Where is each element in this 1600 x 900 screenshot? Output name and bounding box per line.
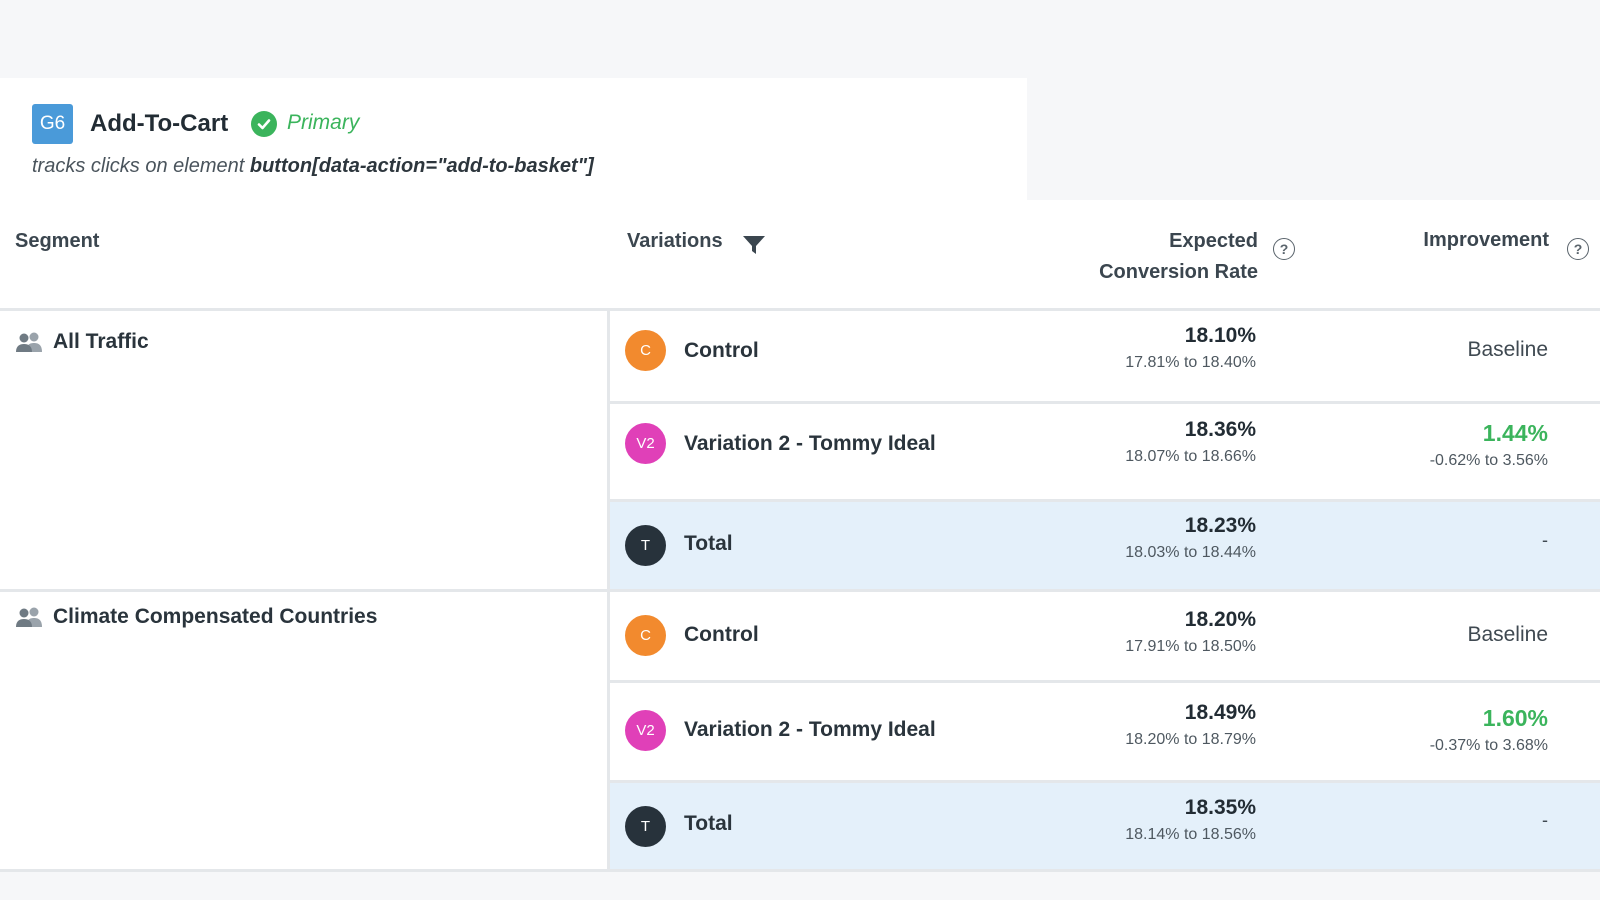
improvement-cell: - xyxy=(1542,810,1548,831)
control-badge: C xyxy=(625,615,666,656)
header-improvement[interactable]: Improvement xyxy=(1423,229,1549,251)
goal-id-badge: G6 xyxy=(32,104,73,144)
goal-description-prefix: tracks clicks on element xyxy=(32,155,250,177)
conversion-rate-range: 18.03% to 18.44% xyxy=(1125,544,1256,561)
conversion-rate-cell: 18.35% 18.14% to 18.56% xyxy=(1125,796,1256,844)
improvement-cell: - xyxy=(1542,530,1548,551)
segment-name: All Traffic xyxy=(53,330,149,353)
conversion-rate-range: 17.81% to 18.40% xyxy=(1125,354,1256,371)
improvement-empty: - xyxy=(1542,810,1548,830)
variation-badge: V2 xyxy=(625,710,666,751)
variation-name: Control xyxy=(684,623,759,646)
improvement-empty: - xyxy=(1542,530,1548,550)
improvement-baseline: Baseline xyxy=(1467,623,1548,646)
variation-name: Total xyxy=(684,532,733,555)
total-row-highlight xyxy=(610,502,1600,589)
row-divider xyxy=(610,499,1600,502)
conversion-rate: 18.23% xyxy=(1184,514,1256,537)
segment-all-traffic: All Traffic xyxy=(15,330,149,354)
conversion-rate: 18.35% xyxy=(1184,796,1256,819)
header-divider xyxy=(0,308,1600,311)
conversion-rate: 18.36% xyxy=(1184,418,1256,441)
goal-title: Add-To-Cart xyxy=(90,110,229,137)
conversion-rate-range: 17.91% to 18.50% xyxy=(1125,638,1256,655)
conversion-rate: 18.10% xyxy=(1184,324,1256,347)
segment-name: Climate Compensated Countries xyxy=(53,605,378,628)
row-divider xyxy=(610,680,1600,683)
conversion-rate-cell: 18.10% 17.81% to 18.40% xyxy=(1125,324,1256,372)
row-divider xyxy=(610,780,1600,783)
header-rate-line2: Conversion Rate xyxy=(1099,261,1258,283)
filter-icon[interactable] xyxy=(742,235,766,260)
improvement-range: -0.62% to 3.56% xyxy=(1429,452,1548,469)
goal-card: G6 Add-To-Cart Primary tracks clicks on … xyxy=(0,78,1027,200)
goal-selector: button[data-action="add-to-basket"] xyxy=(249,155,594,177)
improvement-value: 1.60% xyxy=(1482,705,1548,731)
header-rate-line1: Expected xyxy=(1169,230,1258,252)
primary-status: Primary xyxy=(287,111,360,134)
conversion-rate-cell: 18.49% 18.20% to 18.79% xyxy=(1125,701,1256,749)
header-expected-conversion-rate[interactable]: Expected Conversion Rate xyxy=(1099,226,1258,288)
improvement-cell: Baseline xyxy=(1467,623,1548,647)
variation-name: Control xyxy=(684,339,759,362)
check-circle-icon xyxy=(251,111,277,137)
conversion-rate-range: 18.14% to 18.56% xyxy=(1125,826,1256,843)
help-icon[interactable]: ? xyxy=(1273,238,1295,260)
conversion-rate: 18.20% xyxy=(1184,608,1256,631)
total-badge: T xyxy=(625,525,666,566)
column-divider xyxy=(607,311,610,869)
variation-badge: V2 xyxy=(625,423,666,464)
improvement-cell: Baseline xyxy=(1467,338,1548,362)
results-table: Segment Variations Expected Conversion R… xyxy=(0,200,1600,872)
improvement-baseline: Baseline xyxy=(1467,338,1548,361)
conversion-rate-cell: 18.36% 18.07% to 18.66% xyxy=(1125,418,1256,466)
users-icon xyxy=(16,332,42,352)
help-icon[interactable]: ? xyxy=(1567,238,1589,260)
header-variations[interactable]: Variations xyxy=(627,230,723,252)
improvement-value: 1.44% xyxy=(1482,420,1548,446)
total-badge: T xyxy=(625,806,666,847)
variation-name: Variation 2 - Tommy Ideal xyxy=(684,718,936,741)
header-segment[interactable]: Segment xyxy=(15,230,100,252)
variation-name: Total xyxy=(684,812,733,835)
goal-description: tracks clicks on element button[data-act… xyxy=(32,155,594,178)
users-icon xyxy=(16,607,42,627)
segment-divider xyxy=(0,589,1600,592)
segment-climate-compensated-countries: Climate Compensated Countries xyxy=(15,605,377,629)
conversion-rate: 18.49% xyxy=(1184,701,1256,724)
total-row-highlight xyxy=(610,783,1600,869)
conversion-rate-cell: 18.23% 18.03% to 18.44% xyxy=(1125,514,1256,562)
improvement-cell: 1.60% -0.37% to 3.68% xyxy=(1430,705,1548,755)
improvement-range: -0.37% to 3.68% xyxy=(1429,737,1548,754)
row-divider xyxy=(610,401,1600,404)
table-bottom-border xyxy=(0,869,1600,872)
improvement-cell: 1.44% -0.62% to 3.56% xyxy=(1430,420,1548,470)
control-badge: C xyxy=(625,330,666,371)
variation-name: Variation 2 - Tommy Ideal xyxy=(684,432,936,455)
conversion-rate-cell: 18.20% 17.91% to 18.50% xyxy=(1125,608,1256,656)
conversion-rate-range: 18.20% to 18.79% xyxy=(1125,731,1256,748)
conversion-rate-range: 18.07% to 18.66% xyxy=(1125,448,1256,465)
